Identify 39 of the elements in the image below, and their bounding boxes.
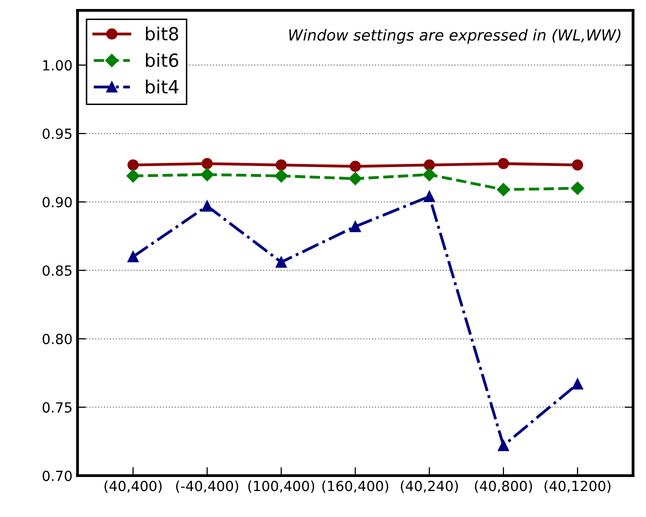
point xyxy=(128,251,139,262)
point xyxy=(126,169,140,183)
point xyxy=(424,190,435,202)
y-tick-label: 0.95 xyxy=(42,128,72,139)
point xyxy=(572,378,584,390)
x-tick-label: (40,400) xyxy=(104,480,162,493)
y-tick-label: 0.90 xyxy=(42,196,72,208)
x-tick-label: (40,1200) xyxy=(544,480,610,493)
y-tick-label: 0.80 xyxy=(42,334,72,344)
annotation: Window settings are expressed in (WL,WW) xyxy=(289,28,620,44)
point xyxy=(276,159,287,171)
point xyxy=(570,182,584,195)
point xyxy=(350,160,361,172)
x-tick-label: (40,800) xyxy=(474,480,532,493)
legend-label: bit4 xyxy=(146,80,178,94)
point xyxy=(350,221,361,232)
point xyxy=(422,168,436,182)
point xyxy=(498,158,510,170)
x-tick-label: (100,400) xyxy=(248,480,314,493)
point xyxy=(498,440,510,452)
point xyxy=(276,256,287,268)
y-tick-label: 0.85 xyxy=(42,265,72,276)
point xyxy=(202,200,213,212)
point xyxy=(424,159,435,171)
legend-label: bit6 xyxy=(146,53,178,68)
legend-label: bit8 xyxy=(146,26,178,41)
y-tick-label: 0.75 xyxy=(42,402,72,413)
y-tick-label: 0.70 xyxy=(42,470,72,482)
point xyxy=(128,159,139,171)
point xyxy=(572,159,584,171)
point xyxy=(200,168,214,182)
point xyxy=(496,183,510,196)
point xyxy=(202,158,213,170)
y-tick-label: 1.00 xyxy=(43,60,72,71)
x-tick-label: (160,400) xyxy=(322,480,388,493)
point xyxy=(274,169,288,183)
x-tick-label: (-40,400) xyxy=(176,480,238,493)
point xyxy=(348,172,362,186)
x-tick-label: (40,240) xyxy=(400,480,458,493)
